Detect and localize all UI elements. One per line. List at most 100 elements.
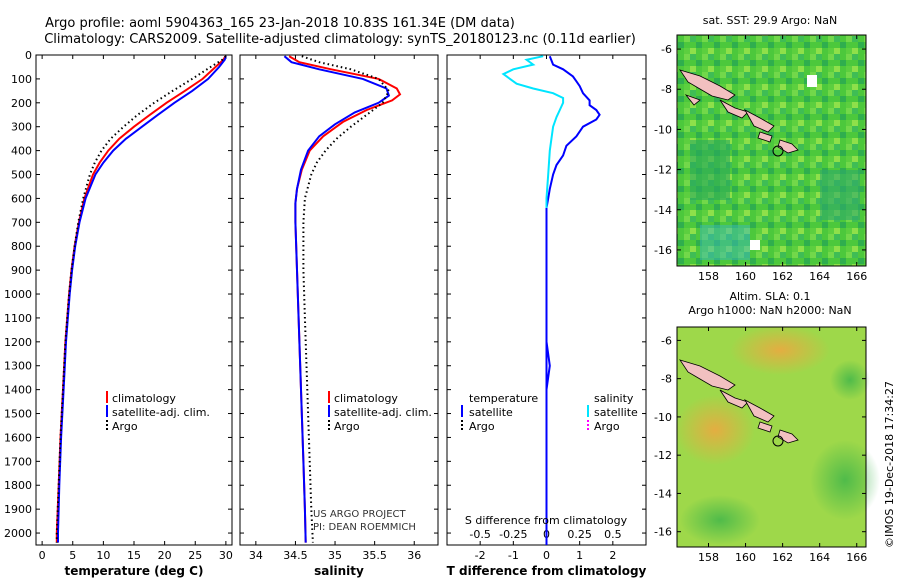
lat-tick-label: -8 <box>661 373 672 386</box>
coastline <box>679 69 799 154</box>
x-tick-label: 30 <box>219 549 233 562</box>
lon-tick-label: 162 <box>772 551 793 564</box>
sst-missing-patch <box>750 240 760 250</box>
x-axis-label: T difference from climatology <box>447 564 647 578</box>
lat-tick-label: -8 <box>661 83 672 96</box>
x-top-tick-label: -0.25 <box>499 528 527 541</box>
series-line <box>288 55 402 543</box>
sla-high-patch <box>675 395 755 465</box>
sla-low-patch <box>830 360 870 400</box>
depth-tick-label: 900 <box>11 264 32 277</box>
series-line <box>545 55 601 543</box>
lon-tick-label: 166 <box>846 270 867 283</box>
sst-map: sat. SST: 29.9 Argo: NaN <box>676 14 867 267</box>
x-top-tick-label: 0.5 <box>604 528 622 541</box>
depth-tick-label: 1100 <box>4 312 32 325</box>
pi-annotation: PI: DEAN ROEMMICH <box>313 522 416 533</box>
map-axes: -6 -8 -10 -12 -14 -16 158 160 162 164 166 -6 -8 -10 -1… <box>654 35 867 564</box>
depth-tick-label: 1900 <box>4 503 32 516</box>
sla-low-patch <box>680 495 760 545</box>
depth-tick-label: 2000 <box>4 527 32 540</box>
depth-tick-label: 800 <box>11 240 32 253</box>
legend-s-satellite-label: satellite <box>594 406 638 419</box>
series-line <box>301 55 391 543</box>
x-tick-label: -2 <box>475 549 486 562</box>
x-axis-label: salinity <box>314 564 364 578</box>
legend-t-argo-label: Argo <box>469 420 495 433</box>
x-tick-label: 0 <box>39 549 46 562</box>
legend-s-argo-label: Argo <box>594 420 620 433</box>
sst-cool-patch <box>700 225 750 260</box>
argo-position-marker <box>772 145 784 157</box>
legend-climatology-label: climatology <box>112 392 176 405</box>
depth-tick-label: 1800 <box>4 479 32 492</box>
x-tick-label: 20 <box>158 549 172 562</box>
lat-tick-label: -10 <box>654 411 672 424</box>
series-line <box>57 55 227 543</box>
legend-satellite-label: satellite-adj. clim. <box>334 406 432 419</box>
x-tick-label: 35.5 <box>362 549 387 562</box>
argo-position-marker <box>772 435 784 447</box>
sst-map-title: sat. SST: 29.9 Argo: NaN <box>703 14 837 27</box>
depth-tick-label: 1400 <box>4 384 32 397</box>
x-tick-label: 0 <box>543 549 550 562</box>
sla-low-patch <box>810 440 880 520</box>
lon-tick-label: 166 <box>846 551 867 564</box>
x-tick-label: 10 <box>96 549 110 562</box>
lat-tick-label: -14 <box>654 487 672 500</box>
depth-tick-label: 500 <box>11 169 32 182</box>
x-top-tick-label: 0.25 <box>567 528 592 541</box>
depth-tick-label: 1700 <box>4 455 32 468</box>
x-tick-label: 25 <box>188 549 202 562</box>
coastline <box>679 359 799 444</box>
depth-tick-label: 1500 <box>4 408 32 421</box>
temperature-legend: climatology satellite-adj. clim. Argo <box>106 391 210 433</box>
lon-tick-label: 164 <box>809 551 830 564</box>
legend-temperature-title: temperature <box>469 392 538 405</box>
lat-tick-label: -6 <box>661 334 672 347</box>
depth-tick-label: 600 <box>11 192 32 205</box>
sst-map-frame <box>676 34 867 267</box>
timestamp: ©IMOS 19-Dec-2018 17:34:27 <box>883 381 896 548</box>
plot-frame <box>239 54 439 546</box>
lon-tick-label: 160 <box>735 270 756 283</box>
lon-tick-label: 160 <box>735 551 756 564</box>
lat-tick-label: -12 <box>654 164 672 177</box>
x-tick-label: 34.5 <box>283 549 308 562</box>
legend-salinity-title: salinity <box>594 392 634 405</box>
sst-missing-patch <box>807 75 817 87</box>
sla-map-title: Altim. SLA: 0.1 <box>729 290 810 303</box>
x-top-tick-label: -0.5 <box>469 528 490 541</box>
lat-tick-label: -12 <box>654 449 672 462</box>
lat-tick-label: -14 <box>654 204 672 217</box>
salinity-legend: climatology satellite-adj. clim. Argo US… <box>313 391 432 533</box>
lat-tick-label: -6 <box>661 43 672 56</box>
difference-legend: temperature satellite Argo salinity sate… <box>461 392 638 527</box>
project-annotation: US ARGO PROJECT <box>313 509 407 520</box>
lat-tick-label: -10 <box>654 123 672 136</box>
salinity-panel: 34 34.5 35 35.5 36 salinity <box>239 54 439 578</box>
temperature-panel: 0100200300400500600700800900100011001200… <box>4 49 233 578</box>
depth-tick-label: 700 <box>11 216 32 229</box>
legend-argo-label: Argo <box>334 420 360 433</box>
depth-tick-label: 1000 <box>4 288 32 301</box>
x-axis-label: temperature (deg C) <box>65 564 204 578</box>
series-line <box>283 55 391 543</box>
depth-tick-label: 1300 <box>4 360 32 373</box>
lon-tick-label: 158 <box>698 551 719 564</box>
x-tick-label: 2 <box>609 549 616 562</box>
legend-climatology-label: climatology <box>334 392 398 405</box>
x-tick-label: 15 <box>127 549 141 562</box>
legend-argo-label: Argo <box>112 420 138 433</box>
sla-map: Altim. SLA: 0.1 Argo h1000: NaN h2000: N… <box>675 290 880 548</box>
lon-tick-label: 158 <box>698 270 719 283</box>
sst-cool-patch <box>690 140 730 200</box>
depth-tick-label: 300 <box>11 121 32 134</box>
depth-tick-label: 0 <box>25 49 32 62</box>
x-tick-label: 1 <box>576 549 583 562</box>
x-tick-label: 34 <box>249 549 263 562</box>
depth-tick-label: 1200 <box>4 336 32 349</box>
lat-tick-label: -16 <box>654 526 672 539</box>
